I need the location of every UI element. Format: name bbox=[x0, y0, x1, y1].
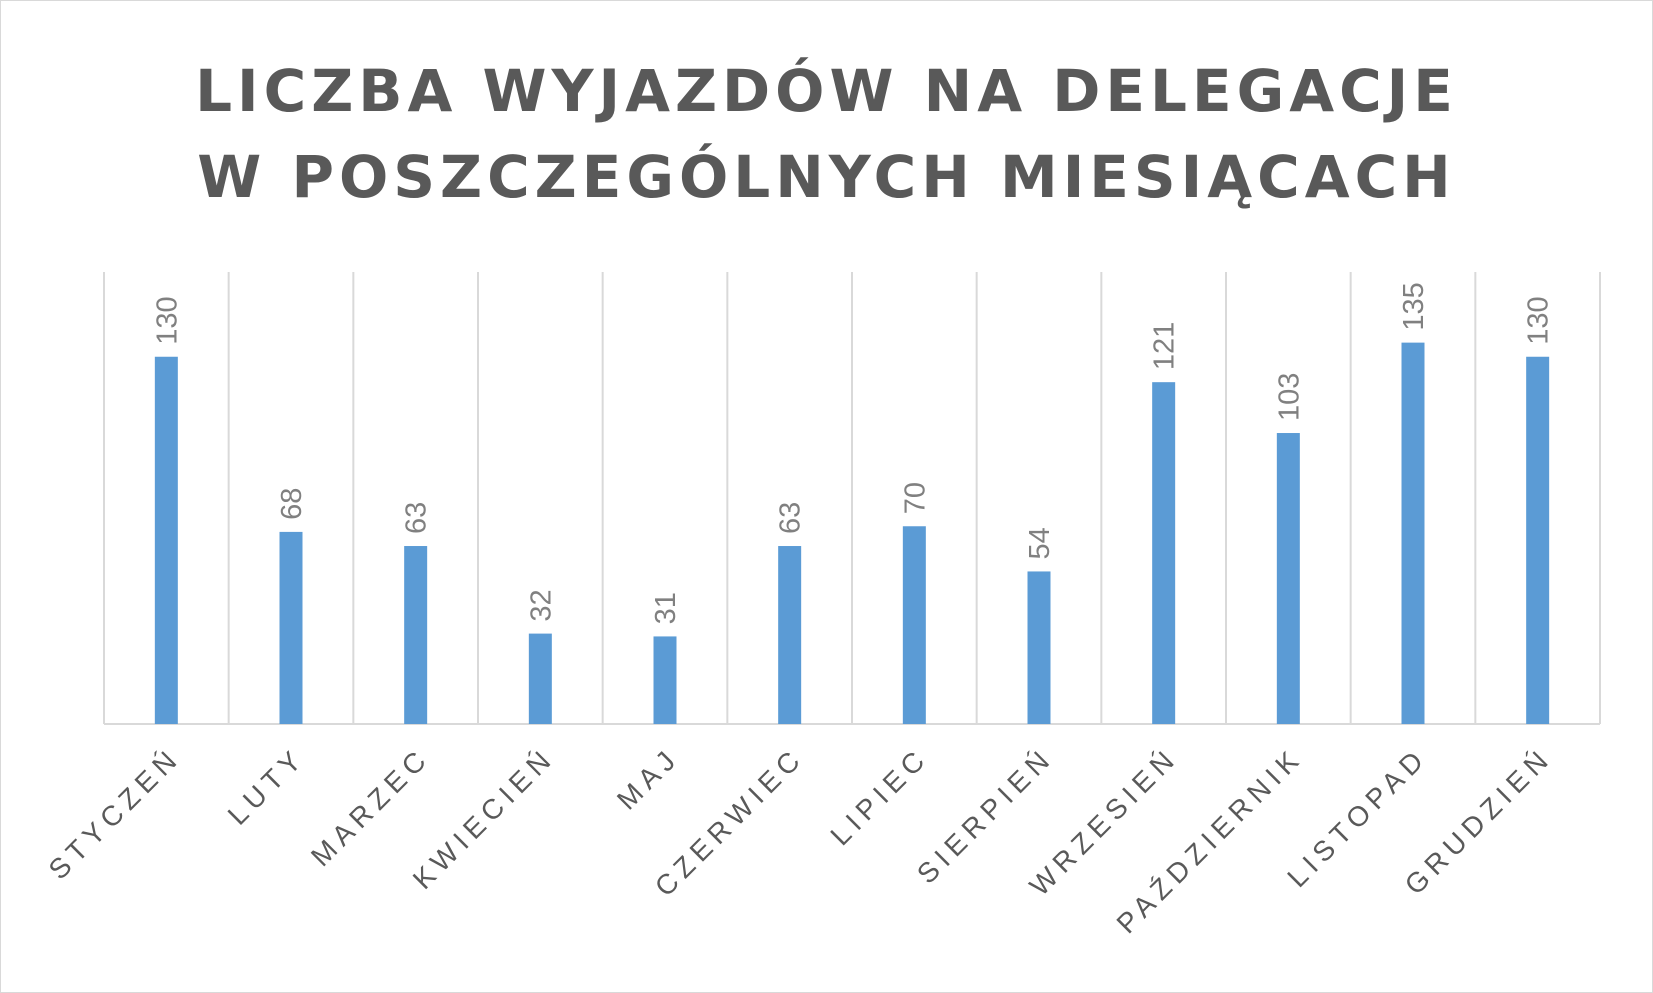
data-label: 31 bbox=[650, 592, 682, 624]
data-labels: 130 68 63 32 31 63 70 54 121 103 135 130 bbox=[151, 282, 1554, 624]
bar bbox=[1276, 433, 1300, 724]
data-label: 32 bbox=[525, 589, 557, 621]
bar bbox=[154, 356, 178, 724]
category-label: LIPIEC bbox=[824, 741, 934, 851]
bar bbox=[404, 546, 428, 724]
chart-title-line-2: W POSZCZEGÓLNYCH MIESIĄCACH bbox=[197, 143, 1456, 211]
bar bbox=[778, 546, 802, 724]
data-label: 130 bbox=[1523, 296, 1555, 344]
bar bbox=[1526, 356, 1550, 724]
data-label: 121 bbox=[1149, 322, 1181, 370]
data-label: 70 bbox=[899, 482, 931, 514]
category-label: LUTY bbox=[222, 741, 312, 831]
bar bbox=[1152, 382, 1176, 724]
chart-title: LICZBA WYJAZDÓW NA DELEGACJE W POSZCZEGÓ… bbox=[0, 48, 1653, 220]
data-label: 103 bbox=[1273, 373, 1305, 421]
data-label: 135 bbox=[1398, 282, 1430, 330]
bar bbox=[279, 531, 303, 724]
category-label: STYCZEŃ bbox=[43, 741, 187, 885]
category-label: MARZEC bbox=[305, 741, 436, 872]
bars bbox=[154, 342, 1550, 724]
bar bbox=[902, 526, 926, 724]
data-label: 63 bbox=[401, 502, 433, 534]
gridlines bbox=[103, 272, 1601, 725]
data-label: 54 bbox=[1024, 527, 1056, 559]
bar bbox=[528, 633, 552, 724]
data-label: 130 bbox=[151, 296, 183, 344]
data-label: 68 bbox=[276, 488, 308, 520]
chart-title-line-1: LICZBA WYJAZDÓW NA DELEGACJE bbox=[195, 57, 1458, 125]
bar bbox=[1027, 571, 1051, 724]
data-label: 63 bbox=[775, 502, 807, 534]
category-label: MAJ bbox=[611, 741, 685, 815]
bar bbox=[653, 636, 677, 724]
bar bbox=[1401, 342, 1425, 724]
